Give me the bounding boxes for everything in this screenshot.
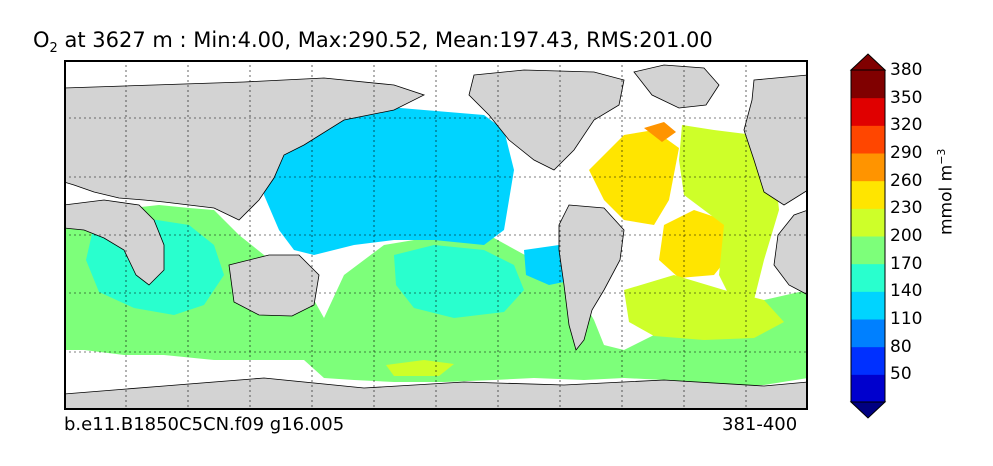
colorbar-tick-label: 290 [890, 143, 923, 163]
oxygen-field [64, 105, 808, 385]
east-eurasia [743, 74, 808, 206]
colorbar-band [851, 374, 885, 403]
colorbar-extend-min [849, 401, 887, 419]
colorbar-band [851, 236, 885, 265]
colorbar-band [851, 319, 885, 348]
colorbar-band [851, 70, 885, 99]
ocean-oxygen-map [64, 60, 808, 410]
north-america [468, 69, 625, 171]
colorbar-band [851, 263, 885, 292]
colorbar-tick-label: 200 [890, 226, 923, 246]
australia [228, 254, 320, 317]
colorbar-tick-label: 170 [890, 253, 923, 274]
colorbar-tick-label: 80 [890, 336, 912, 357]
colorbar-band [851, 97, 885, 126]
south-america [558, 204, 625, 351]
colorbar-tick-label: 110 [890, 309, 923, 329]
case-name: b.e11.B1850C5CN.f09 g16.005 [64, 414, 345, 435]
greenland [633, 64, 720, 109]
colorbar-tick-label: 350 [890, 87, 923, 108]
colorbar-band [851, 291, 885, 320]
colorbar-label: mmol m−3 [935, 148, 957, 235]
africa [64, 199, 165, 286]
colorbar-band [851, 180, 885, 209]
year-range: 381-400 [722, 414, 798, 435]
colorbar [849, 53, 887, 419]
colorbar-tick-label: 260 [890, 170, 923, 191]
colorbar-extend-max [849, 53, 887, 71]
east-africa [773, 209, 808, 296]
colorbar-band [851, 125, 885, 154]
colorbar-band [851, 208, 885, 237]
colorbar-tick-label: 230 [890, 198, 923, 219]
graticule [64, 60, 808, 410]
colorbar-frame [850, 69, 886, 403]
colorbar-band [851, 153, 885, 182]
colorbar-band [851, 346, 885, 375]
colorbar-tick-label: 380 [890, 60, 923, 80]
colorbar-tick-label: 320 [890, 115, 923, 136]
colorbar-tick-label: 50 [890, 364, 912, 385]
eurasia [64, 77, 426, 221]
colorbar-tick-label: 140 [890, 281, 923, 302]
plot-title: O2 at 3627 m : Min:4.00, Max:290.52, Mea… [33, 28, 713, 57]
